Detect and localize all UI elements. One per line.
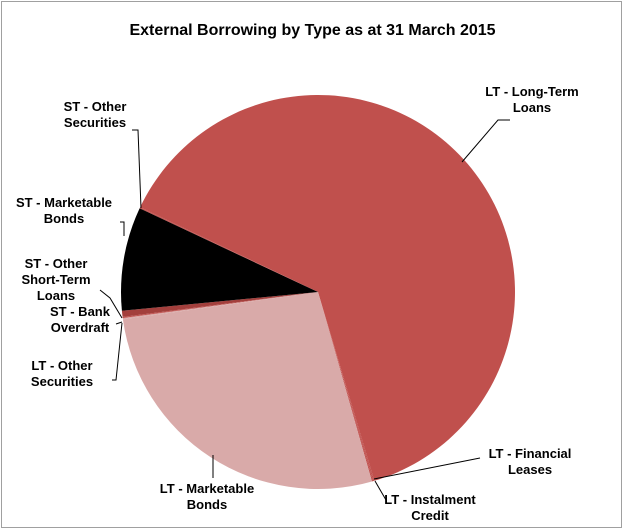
leader-line xyxy=(132,129,142,209)
leader-line xyxy=(120,221,125,236)
leader-line xyxy=(461,119,510,163)
slice-label: ST - Other Securities xyxy=(63,99,127,130)
pie-slice xyxy=(122,292,372,490)
pie-slice xyxy=(121,208,319,311)
slice-label: LT - Marketable Bonds xyxy=(159,481,255,512)
slice-label: ST - Other Short-Term Loans xyxy=(21,256,91,303)
leader-line xyxy=(374,480,387,501)
pie-slice xyxy=(139,207,318,292)
leader-line xyxy=(115,321,123,325)
pie-slice xyxy=(122,292,318,320)
pie-slice xyxy=(318,292,375,482)
pie-slice xyxy=(318,292,374,482)
pie-slice xyxy=(122,292,318,319)
leader-line xyxy=(112,322,123,381)
slice-label: ST - Bank Overdraft xyxy=(50,304,110,335)
chart-title: External Borrowing by Type as at 31 Marc… xyxy=(129,22,496,39)
slice-label: ST - Marketable Bonds xyxy=(15,195,113,226)
slice-label: LT - Instalment Credit xyxy=(384,492,476,523)
slice-label: LT - Other Securities xyxy=(30,358,94,389)
leader-line xyxy=(373,457,481,480)
pie-slice xyxy=(121,292,318,317)
pie-slice xyxy=(140,95,515,481)
slice-label: LT - Financial Leases xyxy=(488,446,572,477)
leader-line xyxy=(99,289,123,319)
slice-label: LT - Long-Term Loans xyxy=(485,84,579,115)
